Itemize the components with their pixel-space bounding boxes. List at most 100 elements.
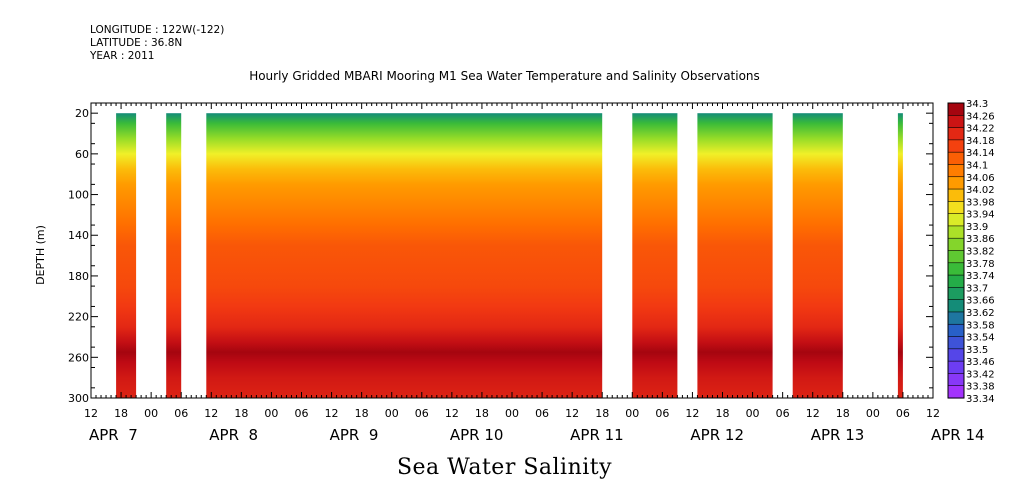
x-hour-tick-label: 06 xyxy=(655,407,669,420)
colorbar-label: 33.5 xyxy=(966,345,988,356)
colorbar-swatch xyxy=(948,152,964,166)
y-tick-label: 260 xyxy=(68,351,89,364)
colorbar: 34.334.2634.2234.1834.1434.134.0634.0233… xyxy=(947,99,995,405)
x-hour-tick-label: 00 xyxy=(385,407,399,420)
colorbar-label: 34.1 xyxy=(966,160,988,171)
x-hour-tick-label: 06 xyxy=(415,407,429,420)
x-hour-tick-label: 06 xyxy=(295,407,309,420)
data-segment-2 xyxy=(166,113,182,398)
x-hour-tick-label: 00 xyxy=(625,407,639,420)
colorbar-swatch xyxy=(948,213,964,227)
colorbar-swatch xyxy=(948,250,964,264)
colorbar-swatch xyxy=(948,262,964,276)
x-hour-tick-label: 06 xyxy=(776,407,790,420)
colorbar-swatch xyxy=(948,139,964,153)
x-hour-tick-label: 12 xyxy=(445,407,459,420)
data-segment-5 xyxy=(697,113,773,398)
colorbar-label: 34.06 xyxy=(966,173,995,184)
colorbar-swatch xyxy=(948,238,964,252)
y-axis-label: DEPTH (m) xyxy=(34,225,47,285)
colorbar-label: 33.54 xyxy=(966,333,995,344)
x-hour-tick-label: 18 xyxy=(475,407,489,420)
colorbar-label: 34.18 xyxy=(966,136,995,147)
colorbar-swatch xyxy=(948,115,964,129)
colorbar-label: 34.3 xyxy=(966,99,988,110)
colorbar-label: 33.78 xyxy=(966,259,995,270)
x-date-label: APR 8 xyxy=(209,426,258,444)
colorbar-swatch xyxy=(948,324,964,338)
x-date-label: APR 12 xyxy=(690,426,744,444)
y-tick-label: 140 xyxy=(68,229,89,242)
x-hour-tick-label: 12 xyxy=(565,407,579,420)
colorbar-label: 33.34 xyxy=(966,394,995,405)
data-segment-1 xyxy=(116,113,137,398)
data-segment-4 xyxy=(632,113,678,398)
x-date-label: APR 9 xyxy=(330,426,379,444)
x-hour-tick-label: 18 xyxy=(234,407,248,420)
bottom-title: Sea Water Salinity xyxy=(396,455,613,480)
y-tick-label: 100 xyxy=(68,189,89,202)
colorbar-swatch xyxy=(948,373,964,387)
colorbar-swatch xyxy=(948,201,964,215)
y-tick-label: 180 xyxy=(68,270,89,283)
latitude-label: LATITUDE : 36.8N xyxy=(90,37,183,49)
x-hour-tick-label: 12 xyxy=(325,407,339,420)
x-hour-tick-label: 06 xyxy=(174,407,188,420)
data-segment-3 xyxy=(206,113,603,398)
colorbar-label: 33.86 xyxy=(966,234,995,245)
x-hour-tick-label: 00 xyxy=(505,407,519,420)
x-axis-ticks: 12 18 00 06 12 18 00 06 12 18 00 06 12 18 00 06 12 18 00 06… xyxy=(84,103,985,444)
x-hour-tick-label: 00 xyxy=(746,407,760,420)
colorbar-label: 33.42 xyxy=(966,369,995,380)
colorbar-swatch xyxy=(948,287,964,301)
colorbar-label: 34.22 xyxy=(966,124,995,135)
x-hour-tick-label: 12 xyxy=(926,407,940,420)
x-date-label: APR 10 xyxy=(450,426,504,444)
year-label: YEAR : 2011 xyxy=(90,50,155,62)
colorbar-swatch xyxy=(948,336,964,350)
x-hour-tick-label: 12 xyxy=(685,407,699,420)
colorbar-label: 33.58 xyxy=(966,320,995,331)
x-hour-tick-label: 00 xyxy=(866,407,880,420)
x-hour-tick-label: 18 xyxy=(595,407,609,420)
colorbar-swatch xyxy=(948,189,964,202)
colorbar-label: 34.14 xyxy=(966,148,995,159)
colorbar-swatch xyxy=(948,103,964,116)
colorbar-swatch xyxy=(948,311,964,325)
colorbar-swatch xyxy=(948,275,964,288)
x-hour-tick-label: 12 xyxy=(806,407,820,420)
x-date-label: APR 11 xyxy=(570,426,624,444)
x-hour-tick-label: 12 xyxy=(84,407,98,420)
y-tick-label: 60 xyxy=(75,148,89,161)
x-hour-tick-label: 00 xyxy=(144,407,158,420)
x-date-label: APR 7 xyxy=(89,426,138,444)
data-segment-6 xyxy=(792,113,843,398)
colorbar-swatch xyxy=(948,299,964,313)
colorbar-label: 33.38 xyxy=(966,382,995,393)
x-hour-tick-label: 12 xyxy=(204,407,218,420)
x-hour-tick-label: 00 xyxy=(264,407,278,420)
colorbar-label: 33.82 xyxy=(966,247,995,258)
x-hour-tick-label: 18 xyxy=(355,407,369,420)
y-tick-label: 300 xyxy=(68,392,89,405)
x-hour-tick-label: 06 xyxy=(535,407,549,420)
y-axis-ticks: 20 60 100 140 180 220 260 300 xyxy=(68,107,933,405)
longitude-label: LONGITUDE : 122W(-122) xyxy=(90,24,225,36)
colorbar-label: 33.98 xyxy=(966,197,995,208)
x-date-label: APR 13 xyxy=(811,426,865,444)
colorbar-swatch xyxy=(948,164,964,178)
colorbar-label: 34.02 xyxy=(966,185,995,196)
data-segment-7 xyxy=(897,113,903,398)
colorbar-label: 33.9 xyxy=(966,222,988,233)
x-hour-tick-label: 18 xyxy=(716,407,730,420)
x-hour-tick-label: 06 xyxy=(896,407,910,420)
colorbar-label: 34.26 xyxy=(966,111,995,122)
chart-title: Hourly Gridded MBARI Mooring M1 Sea Wate… xyxy=(249,69,760,83)
colorbar-label: 33.62 xyxy=(966,308,995,319)
y-tick-label: 20 xyxy=(75,107,89,120)
colorbar-swatch xyxy=(948,361,964,375)
data-segments xyxy=(116,113,903,398)
colorbar-label: 33.46 xyxy=(966,357,995,368)
colorbar-swatch xyxy=(948,176,964,190)
